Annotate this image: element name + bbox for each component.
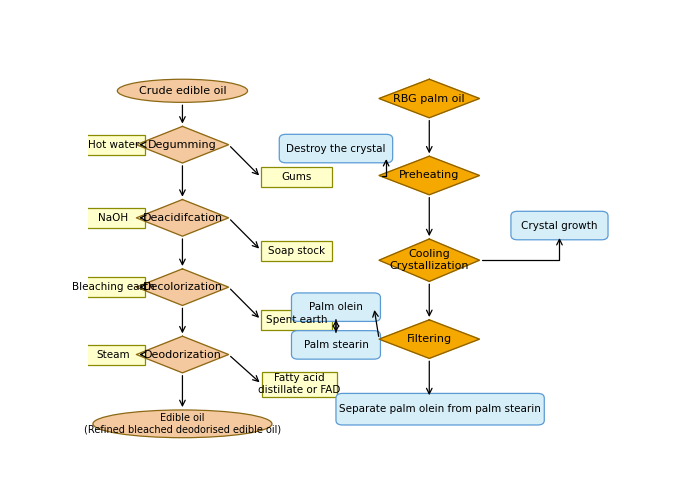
FancyBboxPatch shape (83, 134, 145, 154)
Text: Separate palm olein from palm stearin: Separate palm olein from palm stearin (340, 404, 541, 414)
FancyBboxPatch shape (291, 293, 381, 322)
FancyBboxPatch shape (261, 240, 332, 260)
Text: Spent earth: Spent earth (265, 315, 327, 325)
FancyBboxPatch shape (261, 310, 332, 330)
Text: Decolorization: Decolorization (142, 282, 223, 292)
Text: Cooling
Crystallization: Cooling Crystallization (389, 250, 469, 271)
Text: Palm stearin: Palm stearin (304, 340, 368, 350)
Polygon shape (136, 126, 228, 163)
Polygon shape (136, 269, 228, 306)
Text: Deodorization: Deodorization (144, 350, 221, 360)
FancyBboxPatch shape (336, 394, 545, 425)
Text: Hot water: Hot water (88, 140, 139, 149)
FancyBboxPatch shape (279, 134, 393, 163)
Polygon shape (379, 239, 480, 282)
FancyBboxPatch shape (511, 212, 608, 240)
Polygon shape (379, 156, 480, 195)
Text: Crystal growth: Crystal growth (522, 220, 598, 230)
FancyBboxPatch shape (83, 208, 145, 228)
FancyBboxPatch shape (261, 168, 332, 188)
Text: Bleaching earth: Bleaching earth (72, 282, 155, 292)
Text: Destroy the crystal: Destroy the crystal (286, 144, 386, 154)
Text: Gums: Gums (281, 172, 312, 182)
Text: NaOH: NaOH (99, 213, 129, 223)
Text: Fatty acid
distillate or FAD: Fatty acid distillate or FAD (258, 374, 340, 395)
Text: Palm olein: Palm olein (309, 302, 363, 312)
Ellipse shape (93, 410, 272, 438)
Text: Edible oil
(Refined bleached deodorised edible oil): Edible oil (Refined bleached deodorised … (84, 413, 281, 434)
Polygon shape (379, 79, 480, 118)
Text: Degumming: Degumming (148, 140, 217, 149)
FancyBboxPatch shape (262, 372, 337, 396)
Text: Crude edible oil: Crude edible oil (139, 86, 226, 96)
Text: RBG palm oil: RBG palm oil (393, 94, 465, 104)
Ellipse shape (118, 79, 248, 102)
Polygon shape (136, 336, 228, 373)
Polygon shape (379, 320, 480, 358)
Text: Soap stock: Soap stock (268, 246, 325, 256)
FancyBboxPatch shape (83, 277, 145, 297)
Text: Filtering: Filtering (407, 334, 452, 344)
FancyBboxPatch shape (291, 330, 381, 359)
Text: Deacidifcation: Deacidifcation (142, 213, 223, 223)
FancyBboxPatch shape (83, 344, 145, 364)
Polygon shape (136, 200, 228, 236)
Text: Steam: Steam (97, 350, 130, 360)
Text: Preheating: Preheating (399, 170, 459, 180)
